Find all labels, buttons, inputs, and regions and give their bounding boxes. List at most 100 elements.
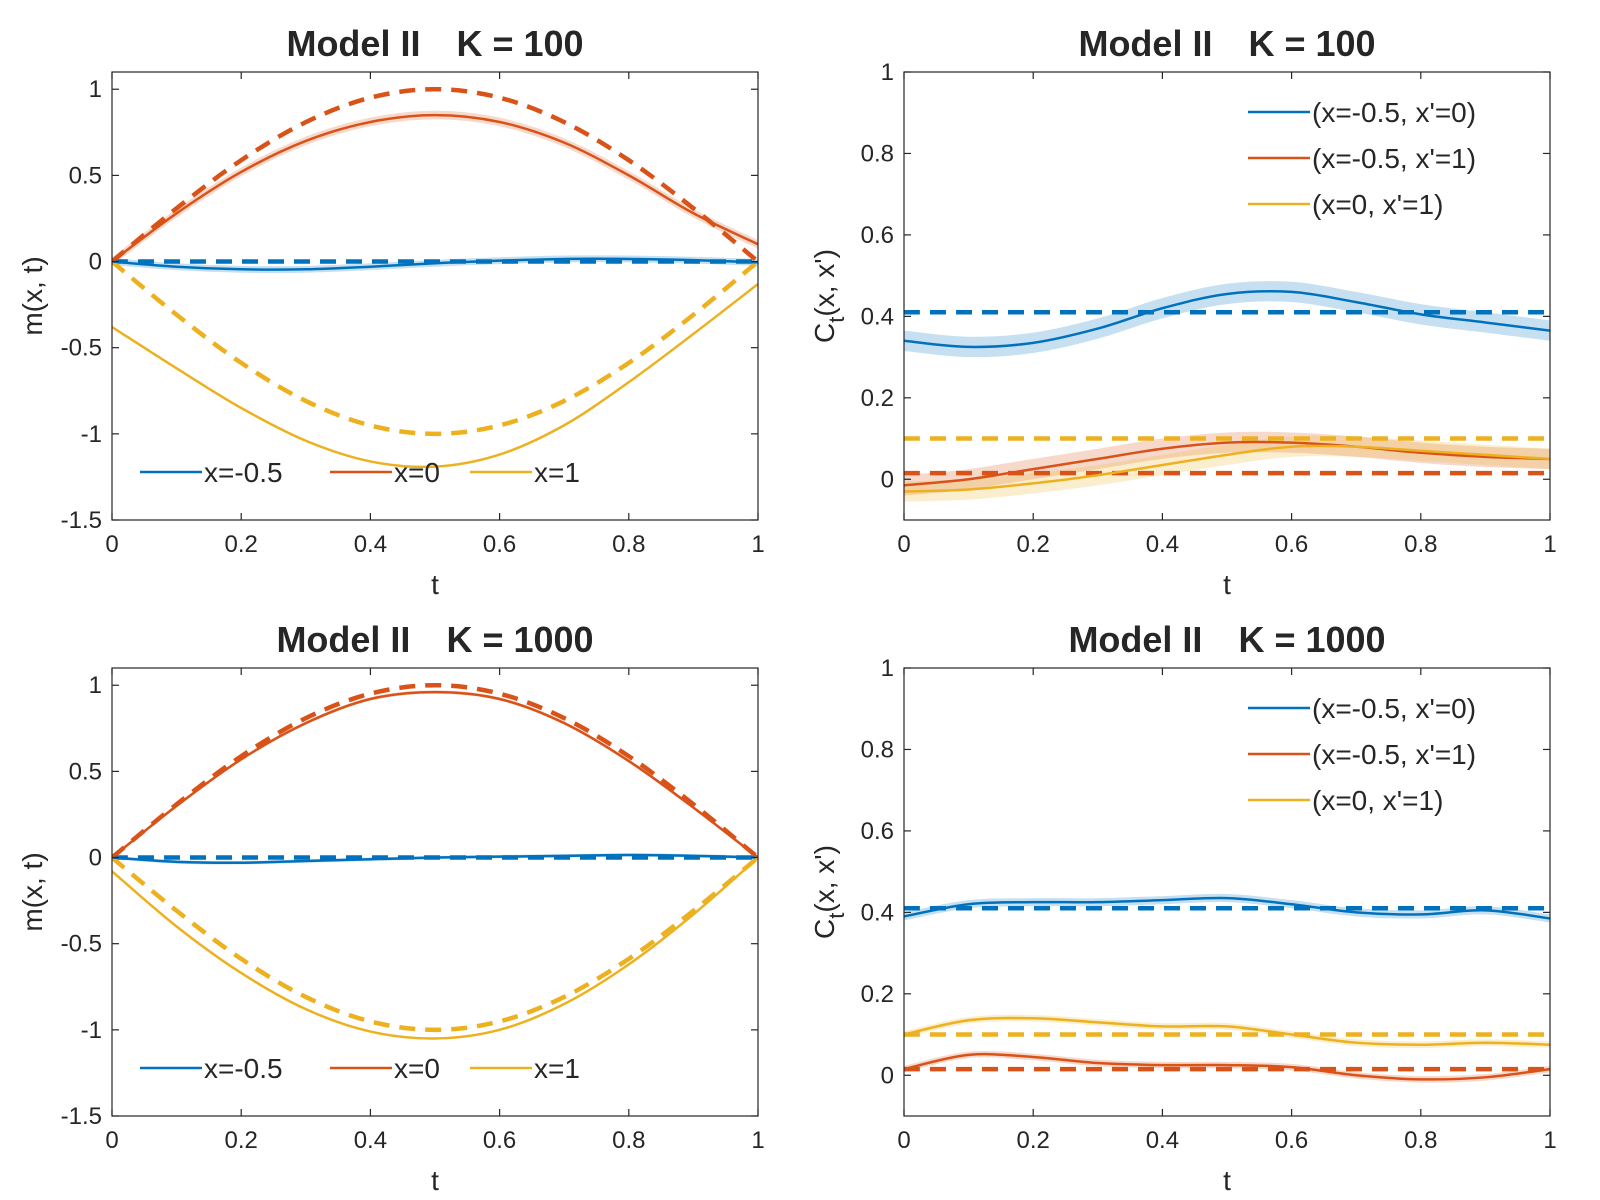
estimate-line-1: [904, 289, 1550, 349]
x-axis-label: t: [1223, 569, 1231, 600]
y-tick-label: 0.6: [861, 222, 894, 249]
y-tick-label: 1: [89, 672, 102, 699]
legend-label-3: x=1: [534, 457, 580, 488]
y-axis-label-main: C: [809, 919, 840, 939]
x-axis-label: t: [431, 1165, 439, 1196]
legend: x=-0.5 x=0 x=1: [140, 457, 580, 488]
y-tick-label: -0.5: [61, 335, 102, 362]
x-tick-label: 0.2: [1017, 531, 1050, 558]
y-axis-label: m(x, t): [17, 256, 48, 335]
chart-title: Model II K = 100: [286, 23, 583, 64]
chart-title-k: K = 100: [1248, 23, 1375, 64]
y-tick-label: -1: [81, 421, 102, 448]
legend-label-2: (x=-0.5, x'=1): [1312, 739, 1476, 770]
plot-area: [112, 72, 758, 520]
estimate-line-1: [904, 896, 1550, 920]
estimate-line-2: [112, 113, 758, 263]
legend-label-2: (x=-0.5, x'=1): [1312, 143, 1476, 174]
chart-panel-cov-k1000: Model II K = 1000 0 0.2 0.4 0.6 0.8 1 0 0.2 0.4 0.6…: [809, 619, 1557, 1196]
y-axis-label-rest: (x, x'): [809, 845, 840, 913]
y-tick-label: 0.2: [861, 385, 894, 412]
y-axis-label: m(x, t): [17, 852, 48, 931]
x-tick-label: 0.8: [612, 1127, 645, 1154]
y-axis-label-main: C: [809, 323, 840, 343]
x-tick-label: 0.2: [225, 531, 258, 558]
x-tick-label: 1: [1543, 531, 1556, 558]
y-tick-label: 0.5: [69, 162, 102, 189]
x-axis-label: t: [1223, 1165, 1231, 1196]
chart-panel-mean-k1000: Model II K = 1000 0 0.2 0.4 0.6 0.8 1 -1.5 -1 -0.5…: [17, 619, 765, 1196]
y-tick-label: 0.8: [861, 140, 894, 167]
plot-marks: [112, 86, 758, 469]
y-tick-label: -1.5: [61, 507, 102, 534]
chart-title-k: K = 1000: [446, 619, 593, 660]
legend-label-1: (x=-0.5, x'=0): [1312, 97, 1476, 128]
estimate-line-3: [112, 282, 758, 469]
legend-label-3: (x=0, x'=1): [1312, 189, 1443, 220]
x-tick-label: 0.6: [1275, 1127, 1308, 1154]
estimate-line-2: [904, 1052, 1550, 1081]
y-axis-label-subscript: t: [824, 317, 849, 323]
y-tick-label: -0.5: [61, 931, 102, 958]
chart-panel-mean-k100: Model II K = 100 0 0.2 0.4 0.6 0.8 1 -1.5 -1 -0.5 0…: [17, 23, 765, 600]
y-tick-label: 1: [881, 59, 894, 86]
y-tick-label: 0.8: [861, 736, 894, 763]
x-tick-label: 0.2: [1017, 1127, 1050, 1154]
estimate-line-3: [112, 856, 758, 1040]
x-tick-label: 1: [751, 531, 764, 558]
chart-title-model: Model II: [1078, 23, 1212, 64]
legend: (x=-0.5, x'=0) (x=-0.5, x'=1) (x=0, x'=1): [1248, 97, 1476, 220]
x-tick-label: 0: [897, 1127, 910, 1154]
y-tick-label: 0: [89, 845, 102, 872]
x-tick-label: 0.6: [483, 1127, 516, 1154]
y-tick-label: 0.4: [861, 303, 894, 330]
x-tick-label: 1: [751, 1127, 764, 1154]
chart-title: Model II K = 1000: [1068, 619, 1385, 660]
chart-title: Model II K = 1000: [276, 619, 593, 660]
plot-area: [112, 668, 758, 1116]
y-tick-label: 0: [89, 249, 102, 276]
legend-label-3: (x=0, x'=1): [1312, 785, 1443, 816]
reference-line-2: [112, 682, 758, 860]
x-tick-label: 0.4: [354, 531, 387, 558]
y-tick-label: 0.4: [861, 899, 894, 926]
legend-label-2: x=0: [394, 1053, 440, 1084]
y-axis-label-rest: (x, x'): [809, 249, 840, 317]
legend-label-2: x=0: [394, 457, 440, 488]
y-tick-label: 0.2: [861, 981, 894, 1008]
axes-box: [111, 71, 759, 521]
plot-area: [904, 668, 1550, 1116]
reference-line-3: [112, 855, 758, 1033]
plot-area: [904, 72, 1550, 520]
estimate-line-3: [904, 444, 1550, 493]
y-tick-label: 0: [881, 1062, 894, 1089]
legend-label-1: x=-0.5: [204, 1053, 283, 1084]
y-tick-label: -1: [81, 1017, 102, 1044]
chart-title-k: K = 1000: [1238, 619, 1385, 660]
legend-label-1: (x=-0.5, x'=0): [1312, 693, 1476, 724]
x-tick-label: 0: [897, 531, 910, 558]
x-tick-label: 0.4: [354, 1127, 387, 1154]
axes-box: [111, 667, 759, 1117]
x-tick-label: 0.8: [1404, 531, 1437, 558]
y-axis-label: Ct(x, x'): [809, 845, 849, 939]
confidence-band-3: [904, 1014, 1550, 1048]
y-tick-label: 0.6: [861, 818, 894, 845]
chart-title-k: K = 100: [456, 23, 583, 64]
legend: x=-0.5 x=0 x=1: [140, 1053, 580, 1084]
x-tick-label: 0: [105, 531, 118, 558]
chart-title-model: Model II: [1068, 619, 1202, 660]
chart-title-model: Model II: [276, 619, 410, 660]
estimate-line-1: [112, 257, 758, 271]
legend: (x=-0.5, x'=0) (x=-0.5, x'=1) (x=0, x'=1): [1248, 693, 1476, 816]
y-tick-label: 0: [881, 466, 894, 493]
y-tick-label: 1: [881, 655, 894, 682]
chart-title-model: Model II: [286, 23, 420, 64]
x-tick-label: 0: [105, 1127, 118, 1154]
estimate-line-3: [904, 1016, 1550, 1046]
chart-panel-cov-k100: Model II K = 100 0 0.2 0.4 0.6 0.8 1 0 0.2 0.4 0.6 0…: [809, 23, 1557, 600]
chart-title: Model II K = 100: [1078, 23, 1375, 64]
y-axis-label: Ct(x, x'): [809, 249, 849, 343]
x-tick-label: 0.8: [1404, 1127, 1437, 1154]
y-tick-label: 1: [89, 76, 102, 103]
